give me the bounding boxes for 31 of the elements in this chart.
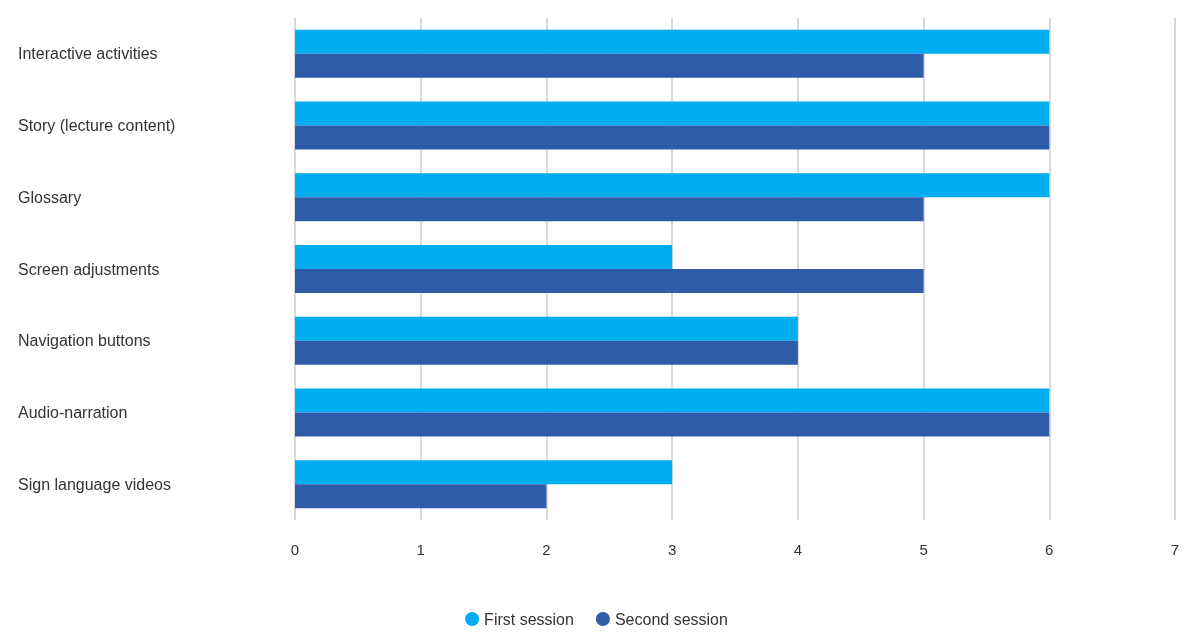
bar — [295, 53, 924, 78]
x-tick-label: 0 — [290, 541, 300, 558]
bar — [295, 388, 1050, 413]
bar — [295, 269, 924, 293]
y-tick-label: Screen adjustments — [18, 260, 160, 278]
bar — [295, 484, 547, 509]
bar — [295, 340, 798, 365]
y-tick-label: Glossary — [18, 188, 82, 206]
legend-label: First session — [484, 610, 574, 628]
bar — [295, 173, 1050, 198]
bar — [295, 125, 1050, 150]
x-tick-label: 2 — [542, 541, 551, 558]
bar — [295, 29, 1050, 54]
x-tick-label: 4 — [793, 541, 803, 558]
x-tick-label: 7 — [1170, 541, 1180, 558]
x-tick-label: 5 — [919, 541, 928, 558]
bar — [295, 101, 1050, 126]
bar — [295, 460, 673, 485]
y-tick-label: Story (lecture content) — [18, 117, 176, 135]
bar — [295, 197, 924, 222]
y-tick-label: Navigation buttons — [18, 332, 151, 350]
bar — [295, 245, 673, 269]
y-tick-label: Interactive activities — [18, 45, 158, 63]
bar — [295, 316, 798, 341]
x-tick-label: 6 — [1045, 541, 1054, 558]
y-tick-label: Sign language videos — [18, 475, 172, 493]
y-tick-label: Audio-narration — [18, 403, 128, 421]
x-tick-label: 3 — [667, 541, 677, 558]
x-tick-label: 1 — [416, 541, 425, 558]
legend-label: Second session — [614, 610, 728, 628]
bar — [295, 412, 1050, 437]
